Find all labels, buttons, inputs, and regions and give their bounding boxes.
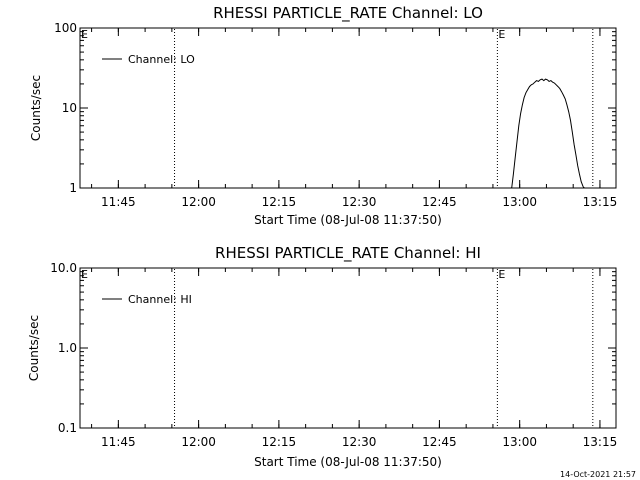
- y-tick-label: 1: [69, 181, 77, 195]
- y-tick-label: 1.0: [58, 341, 77, 355]
- y-tick-label: 10: [62, 101, 77, 115]
- y-tick-label: 0.1: [58, 421, 77, 435]
- event-marker-label: E: [498, 268, 505, 281]
- x-tick-label: 13:00: [502, 435, 537, 449]
- x-tick-label: 13:15: [583, 195, 618, 209]
- legend: Channel: LO: [102, 53, 195, 66]
- chart-title: RHESSI PARTICLE_RATE Channel: HI: [215, 244, 481, 263]
- data-series: [511, 78, 585, 189]
- event-marker-label: E: [81, 268, 88, 281]
- event-marker-label: E: [498, 28, 505, 41]
- y-axis-label: Counts/sec: [29, 75, 43, 141]
- x-tick-label: 12:30: [342, 435, 377, 449]
- axis-ticks: 11:45 12:00 12:15 12:30 12:45 13:00 13:15 0.1 1.…: [50, 261, 617, 449]
- event-marker-label: E: [81, 28, 88, 41]
- x-axis-label: Start Time (08-Jul-08 11:37:50): [254, 455, 442, 469]
- chart-title: RHESSI PARTICLE_RATE Channel: LO: [213, 4, 483, 23]
- x-tick-label: 13:15: [583, 435, 618, 449]
- axis-ticks: 11:45 12:00 12:15 12:30 12:45 13:00 13:15 1 10 10…: [54, 21, 617, 209]
- legend-entry: Channel: HI: [128, 293, 192, 306]
- chart-panel-lo: RHESSI PARTICLE_RATE Channel: LO Counts/…: [29, 4, 617, 227]
- x-tick-label: 13:00: [502, 195, 537, 209]
- x-axis-label: Start Time (08-Jul-08 11:37:50): [254, 213, 442, 227]
- footer-timestamp: 14-Oct-2021 21:57: [560, 470, 636, 479]
- y-tick-label: 100: [54, 21, 77, 35]
- chart-panel-hi: RHESSI PARTICLE_RATE Channel: HI Counts/…: [27, 244, 617, 469]
- legend-entry: Channel: LO: [128, 53, 195, 66]
- y-axis-label: Counts/sec: [27, 315, 41, 381]
- series-line: [511, 78, 585, 189]
- x-tick-label: 12:00: [181, 435, 216, 449]
- y-tick-label: 10.0: [50, 261, 77, 275]
- x-tick-label: 12:45: [422, 435, 457, 449]
- x-tick-label: 11:45: [101, 195, 136, 209]
- x-tick-label: 12:00: [181, 195, 216, 209]
- legend: Channel: HI: [102, 293, 192, 306]
- x-tick-label: 11:45: [101, 435, 136, 449]
- x-tick-label: 12:30: [342, 195, 377, 209]
- x-tick-label: 12:15: [262, 435, 297, 449]
- x-tick-label: 12:15: [262, 195, 297, 209]
- x-tick-label: 12:45: [422, 195, 457, 209]
